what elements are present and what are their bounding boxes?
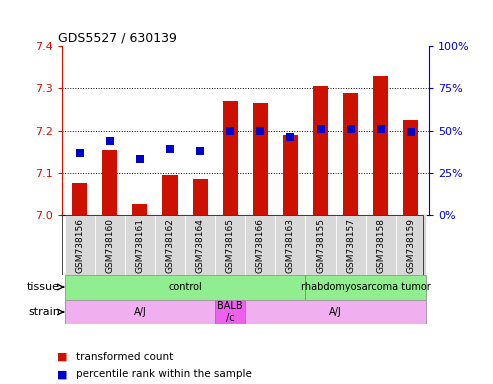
Point: [317, 126, 324, 132]
Text: GDS5527 / 630139: GDS5527 / 630139: [58, 32, 177, 45]
Bar: [193, 179, 208, 215]
Text: tissue: tissue: [27, 282, 60, 292]
Text: transformed count: transformed count: [76, 352, 174, 362]
Point: [377, 126, 385, 132]
Text: GSM738159: GSM738159: [406, 218, 415, 273]
Text: GSM738157: GSM738157: [346, 218, 355, 273]
Bar: [306, 215, 336, 275]
Text: GSM738164: GSM738164: [196, 218, 205, 273]
Point: [286, 134, 294, 141]
Bar: [343, 93, 358, 215]
Text: GSM738161: GSM738161: [136, 218, 144, 273]
Point: [166, 146, 174, 152]
Text: strain: strain: [28, 307, 60, 317]
Point: [226, 127, 234, 134]
Bar: [223, 101, 238, 215]
Bar: [215, 300, 246, 324]
Text: ■: ■: [57, 369, 67, 379]
Text: GSM738163: GSM738163: [286, 218, 295, 273]
Point: [106, 137, 114, 144]
Point: [347, 126, 354, 132]
Text: A/J: A/J: [134, 307, 146, 317]
Text: rhabdomyosarcoma tumor: rhabdomyosarcoma tumor: [301, 282, 430, 292]
Bar: [403, 120, 419, 215]
Bar: [65, 275, 306, 300]
Text: A/J: A/J: [329, 307, 342, 317]
Bar: [253, 103, 268, 215]
Point: [407, 129, 415, 135]
Text: GSM738158: GSM738158: [376, 218, 385, 273]
Point: [136, 156, 144, 162]
Text: GSM738156: GSM738156: [75, 218, 84, 273]
Bar: [163, 175, 177, 215]
Text: BALB
/c: BALB /c: [217, 301, 243, 323]
Bar: [246, 215, 276, 275]
Bar: [125, 215, 155, 275]
Point: [196, 148, 204, 154]
Text: ■: ■: [57, 352, 67, 362]
Bar: [95, 215, 125, 275]
Point: [256, 127, 264, 134]
Bar: [72, 184, 87, 215]
Text: GSM738155: GSM738155: [316, 218, 325, 273]
Text: control: control: [168, 282, 202, 292]
Bar: [65, 300, 215, 324]
Text: percentile rank within the sample: percentile rank within the sample: [76, 369, 252, 379]
Bar: [366, 215, 396, 275]
Point: [76, 149, 84, 156]
Bar: [102, 150, 117, 215]
Text: GSM738162: GSM738162: [166, 218, 175, 273]
Text: GSM738160: GSM738160: [106, 218, 114, 273]
Bar: [276, 215, 306, 275]
Bar: [283, 135, 298, 215]
Bar: [65, 215, 95, 275]
Bar: [306, 275, 426, 300]
Bar: [133, 205, 147, 215]
Bar: [313, 86, 328, 215]
Bar: [246, 300, 426, 324]
Bar: [336, 215, 366, 275]
Bar: [396, 215, 426, 275]
Bar: [215, 215, 246, 275]
Text: GSM738166: GSM738166: [256, 218, 265, 273]
Text: GSM738165: GSM738165: [226, 218, 235, 273]
Bar: [373, 76, 388, 215]
Bar: [155, 215, 185, 275]
Bar: [185, 215, 215, 275]
